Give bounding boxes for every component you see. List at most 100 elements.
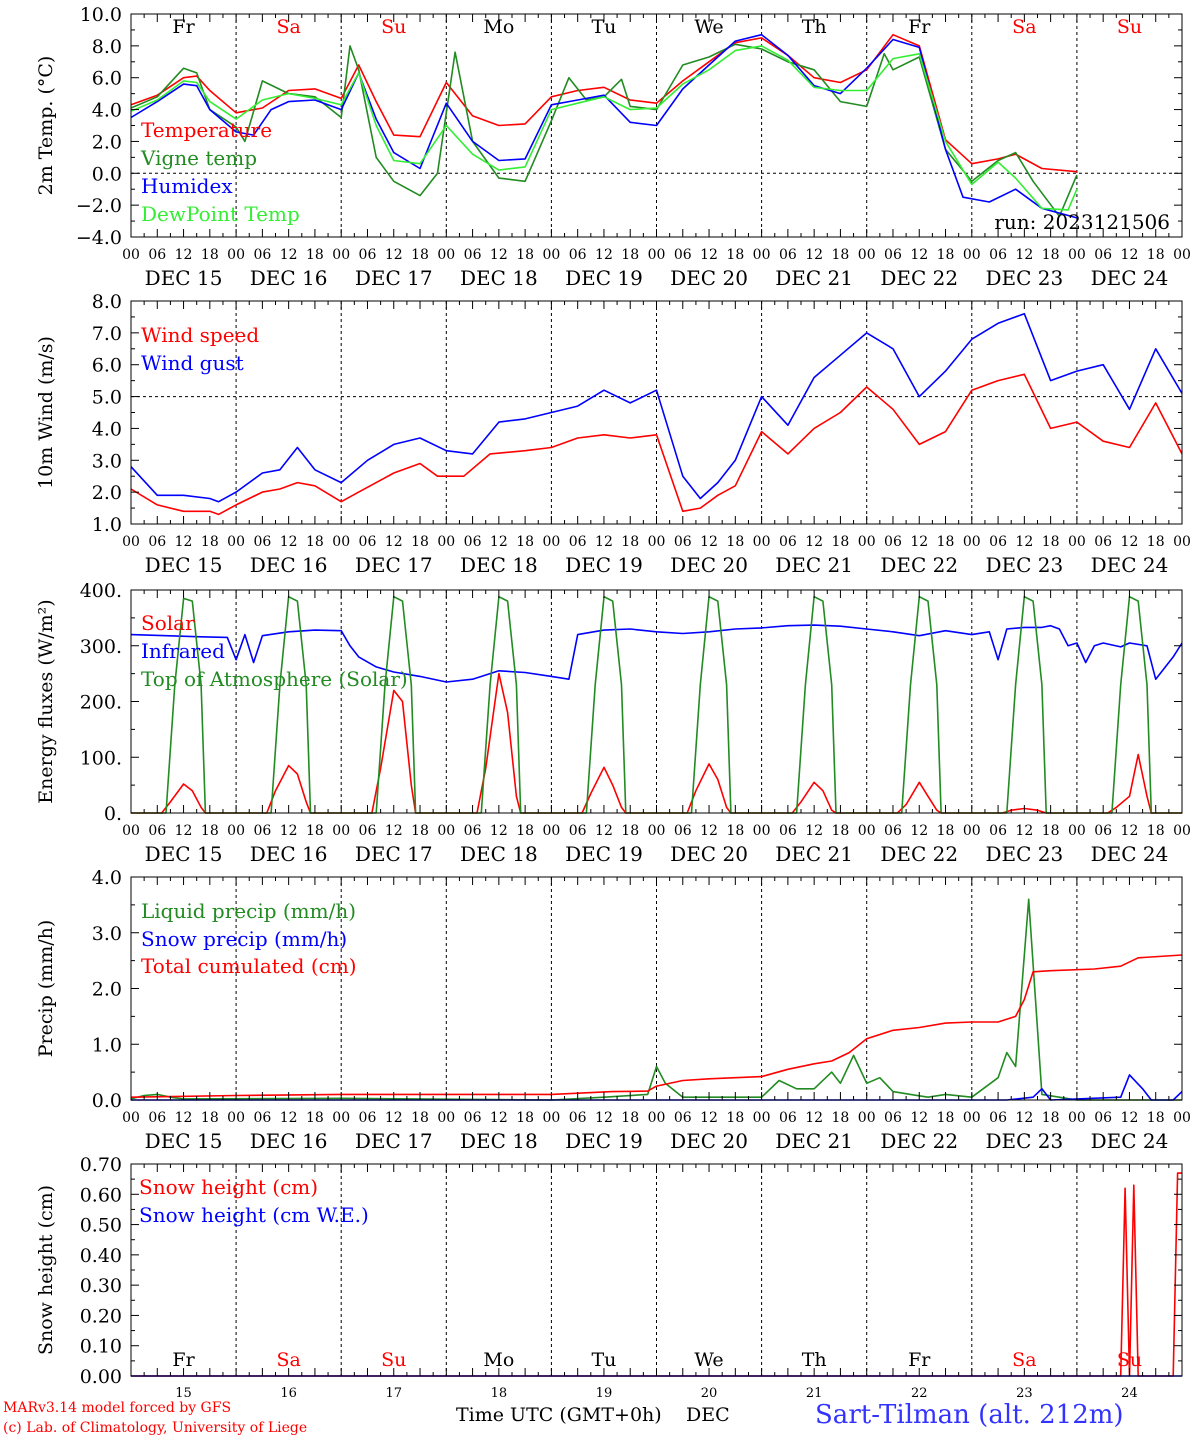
date-label: DEC 18 xyxy=(460,1129,538,1153)
hour-tick-label: 18 xyxy=(201,534,219,550)
hour-tick-label: 12 xyxy=(595,823,613,839)
date-label: DEC 21 xyxy=(775,842,853,866)
hour-tick-label: 06 xyxy=(569,247,587,263)
hour-tick-label: 00 xyxy=(227,1110,245,1126)
day-label: Tu xyxy=(591,16,616,38)
hour-tick-label: 18 xyxy=(201,247,219,263)
hour-tick-label: 12 xyxy=(490,534,508,550)
date-label: DEC 24 xyxy=(1091,842,1169,866)
day-label: We xyxy=(694,16,723,38)
date-label: DEC 18 xyxy=(460,842,538,866)
series-line-2 xyxy=(130,624,1183,683)
hour-tick-label: 06 xyxy=(674,247,692,263)
hour-tick-label: 06 xyxy=(1094,247,1112,263)
day-number: 15 xyxy=(175,1386,192,1401)
date-label: DEC 19 xyxy=(565,842,643,866)
date-label: DEC 22 xyxy=(880,842,958,866)
hour-tick-label: 12 xyxy=(1015,1110,1033,1126)
legend-entry: Liquid precip (mm/h) xyxy=(141,899,356,923)
y-axis-label: Snow height (cm) xyxy=(35,1185,57,1355)
hour-tick-label: 18 xyxy=(201,1110,219,1126)
date-label: DEC 24 xyxy=(1091,1129,1169,1153)
hour-tick-label: 00 xyxy=(437,534,455,550)
day-label: Sa xyxy=(276,1349,300,1371)
y-tick-label: 400. xyxy=(80,580,122,602)
plot-frame xyxy=(130,589,1183,814)
hour-tick-label: 18 xyxy=(832,247,850,263)
hour-tick-label: 18 xyxy=(621,1110,639,1126)
hour-tick-label: 00 xyxy=(542,823,560,839)
hour-tick-label: 18 xyxy=(621,247,639,263)
hour-tick-label: 06 xyxy=(464,1110,482,1126)
date-label: DEC 20 xyxy=(670,1129,748,1153)
hour-tick-label: 00 xyxy=(963,823,981,839)
hour-tick-label: 18 xyxy=(1147,1110,1165,1126)
hour-tick-label: 12 xyxy=(175,247,193,263)
hour-tick-label: 00 xyxy=(858,247,876,263)
day-number: 16 xyxy=(280,1386,297,1401)
hour-tick-label: 00 xyxy=(648,247,666,263)
date-label: DEC 17 xyxy=(355,842,433,866)
hour-tick-label: 12 xyxy=(1121,823,1139,839)
hour-tick-label: 12 xyxy=(910,1110,928,1126)
hour-tick-label: 18 xyxy=(411,1110,429,1126)
hour-tick-label: 00 xyxy=(227,823,245,839)
hour-tick-label: 06 xyxy=(1094,1110,1112,1126)
y-axis-label: 2m Temp. (°C) xyxy=(35,56,57,196)
day-number: 22 xyxy=(911,1386,928,1401)
hour-tick-label: 06 xyxy=(464,534,482,550)
hour-tick-label: 18 xyxy=(1042,247,1060,263)
hour-tick-label: 06 xyxy=(884,823,902,839)
y-tick-label: 0.0 xyxy=(92,1090,122,1112)
legend-entry: Solar xyxy=(141,611,195,635)
hour-tick-label: 00 xyxy=(753,534,771,550)
hour-tick-label: 06 xyxy=(359,1110,377,1126)
hour-tick-label: 06 xyxy=(569,823,587,839)
hour-tick-label: 18 xyxy=(621,534,639,550)
day-label: Fr xyxy=(172,1349,195,1371)
hour-tick-label: 06 xyxy=(569,1110,587,1126)
date-label: DEC 15 xyxy=(145,553,223,577)
hour-tick-label: 12 xyxy=(175,1110,193,1126)
hour-tick-label: 18 xyxy=(937,247,955,263)
y-tick-label: 200. xyxy=(80,692,122,714)
date-label: DEC 17 xyxy=(355,553,433,577)
hour-tick-label: 00 xyxy=(1068,534,1086,550)
y-tick-label: 0.60 xyxy=(80,1184,122,1206)
y-tick-label: 8.0 xyxy=(92,36,122,58)
date-label: DEC 22 xyxy=(880,266,958,290)
hour-tick-label: 12 xyxy=(175,823,193,839)
hour-tick-label: 12 xyxy=(805,247,823,263)
series-line-2 xyxy=(130,312,1183,503)
y-tick-label: 2.0 xyxy=(92,131,122,153)
hour-tick-label: 00 xyxy=(542,247,560,263)
hour-tick-label: 06 xyxy=(779,823,797,839)
hour-tick-label: 18 xyxy=(516,823,534,839)
day-number: 18 xyxy=(491,1386,508,1401)
hour-tick-label: 12 xyxy=(700,534,718,550)
date-label: DEC 18 xyxy=(460,266,538,290)
y-tick-label: 2.0 xyxy=(92,979,122,1001)
y-tick-label: 300. xyxy=(80,636,122,658)
hour-tick-label: 18 xyxy=(621,823,639,839)
hour-tick-label: 12 xyxy=(595,1110,613,1126)
hour-tick-label: 06 xyxy=(1094,823,1112,839)
y-tick-label: 0.10 xyxy=(80,1336,122,1358)
date-label: DEC 15 xyxy=(145,842,223,866)
hour-tick-label: 18 xyxy=(1147,823,1165,839)
hour-tick-label: 00 xyxy=(963,1110,981,1126)
hour-tick-label: 12 xyxy=(385,247,403,263)
legend-entry: Snow precip (mm/h) xyxy=(141,927,347,951)
date-label: DEC 23 xyxy=(985,266,1063,290)
hour-tick-label: 18 xyxy=(1147,247,1165,263)
hour-tick-label: 18 xyxy=(937,1110,955,1126)
hour-tick-label: 00 xyxy=(858,823,876,839)
y-tick-label: 0.50 xyxy=(80,1215,122,1237)
hour-tick-label: 00 xyxy=(1068,823,1086,839)
model-credit: MARv3.14 model forced by GFS xyxy=(3,1400,232,1416)
hour-tick-label: 00 xyxy=(963,534,981,550)
hour-tick-label: 06 xyxy=(148,247,166,263)
y-tick-label: 4.0 xyxy=(92,100,122,122)
date-label: DEC 15 xyxy=(145,1129,223,1153)
